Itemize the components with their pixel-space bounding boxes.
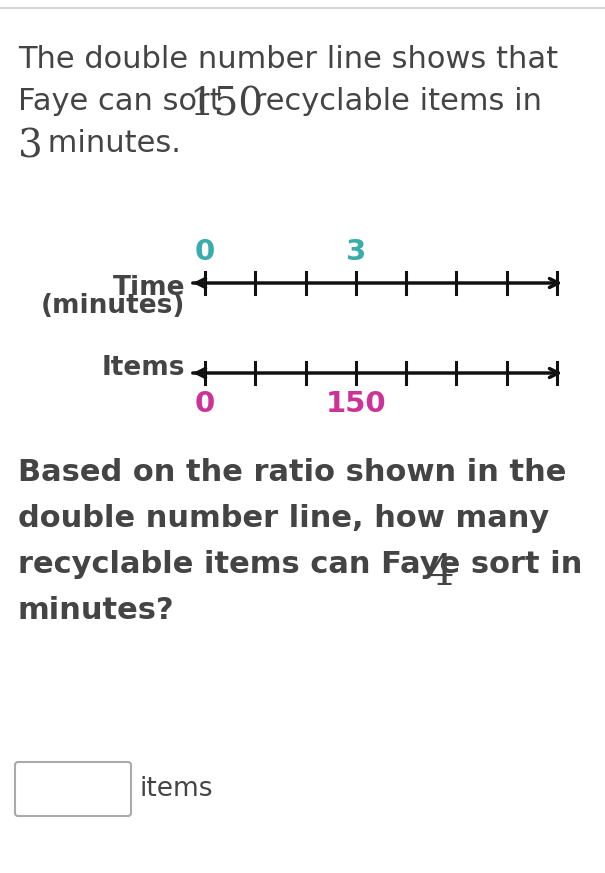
Text: recyclable items in: recyclable items in [244,87,542,116]
FancyBboxPatch shape [15,762,131,816]
Text: Time: Time [113,275,185,301]
Text: double number line, how many: double number line, how many [18,504,549,533]
Text: 3: 3 [345,238,366,266]
Text: Based on the ratio shown in the: Based on the ratio shown in the [18,458,566,487]
Text: 150: 150 [325,390,386,418]
Text: items: items [140,776,214,802]
Text: 0: 0 [195,390,215,418]
Text: 0: 0 [195,238,215,266]
Text: (minutes): (minutes) [41,293,185,319]
Text: recyclable items can Faye sort in: recyclable items can Faye sort in [18,550,593,579]
Text: minutes?: minutes? [18,596,175,625]
Text: minutes.: minutes. [38,129,181,158]
Text: Items: Items [102,355,185,381]
Text: 150: 150 [189,87,263,124]
Text: Faye can sort: Faye can sort [18,87,231,116]
Text: 3: 3 [18,129,43,166]
Text: The double number line shows that: The double number line shows that [18,45,558,74]
Text: 4: 4 [428,552,454,594]
